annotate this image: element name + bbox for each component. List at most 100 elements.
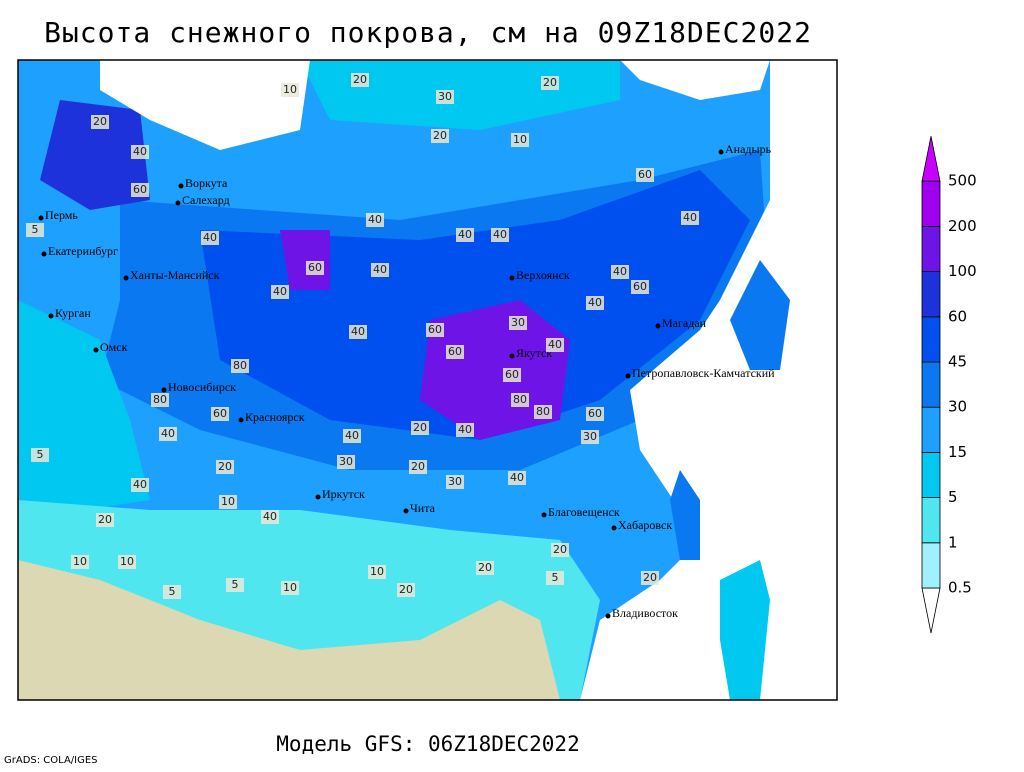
contour-label: 30 — [438, 90, 452, 103]
contour-label-bg — [231, 359, 249, 373]
region — [40, 100, 150, 210]
city-label: Воркута — [185, 176, 228, 190]
map: Воркута Салехард Пермь Екатеринбург Ханты-Ма… — [17, 59, 838, 701]
contour-label-bg — [397, 583, 415, 597]
contour-label: 20 — [399, 583, 413, 596]
contour-label-bg — [211, 407, 229, 421]
contour-label: 10 — [283, 581, 297, 594]
contour-label: 80 — [153, 393, 167, 406]
contour-label: 5 — [169, 585, 176, 598]
contour-label: 40 — [133, 478, 147, 491]
contour-label-bg — [351, 73, 369, 87]
contour-label: 30 — [448, 475, 462, 488]
region — [730, 260, 790, 370]
region — [670, 470, 700, 560]
contour-label: 60 — [633, 280, 647, 293]
city-label: Ханты-Мансийск — [130, 268, 220, 282]
city-label: Омск — [100, 340, 128, 354]
contour-label: 40 — [613, 265, 627, 278]
city-label: Анадырь — [725, 142, 772, 156]
city-label: Красноярск — [245, 410, 305, 424]
contour-label-bg — [511, 133, 529, 147]
contour-label-bg — [219, 495, 237, 509]
contour-label-bg — [371, 263, 389, 277]
city-label: Владивосток — [612, 606, 678, 620]
contour-label-bg — [131, 478, 149, 492]
city-dot — [625, 373, 631, 379]
contour-label: 30 — [583, 430, 597, 443]
city-label: Салехард — [182, 193, 230, 207]
city-label: Екатеринбург — [48, 244, 118, 258]
contour-label: 40 — [683, 211, 697, 224]
city-dot — [41, 251, 47, 257]
legend-label: 500 — [948, 172, 977, 190]
city-label: Чита — [410, 501, 436, 515]
contour-label-bg — [503, 368, 521, 382]
contour-label: 80 — [233, 359, 247, 372]
contour-label: 40 — [345, 429, 359, 442]
contour-label: 40 — [351, 325, 365, 338]
contour-label: 20 — [411, 460, 425, 473]
city-dot — [655, 323, 661, 329]
contour-label-bg — [366, 213, 384, 227]
contour-label: 20 — [433, 129, 447, 142]
city-label: Новосибирск — [168, 380, 236, 394]
legend-band — [921, 542, 941, 589]
contour-label: 60 — [448, 345, 462, 358]
legend-band — [921, 451, 941, 498]
contour-label: 10 — [120, 555, 134, 568]
legend-band — [921, 316, 941, 363]
legend-band — [921, 225, 941, 272]
legend-label: 200 — [948, 217, 977, 235]
contour-label: 40 — [493, 228, 507, 241]
legend-label: 5 — [948, 488, 958, 506]
city-dot — [509, 353, 515, 359]
legend-label: 45 — [948, 353, 967, 371]
city-dot — [48, 313, 54, 319]
contour-label-bg — [271, 285, 289, 299]
legend-triangle — [921, 587, 941, 634]
contour-label: 60 — [213, 407, 227, 420]
city-dot — [178, 183, 184, 189]
ocean — [580, 60, 837, 700]
contour-label-bg — [343, 429, 361, 443]
region — [18, 300, 150, 520]
contour-label: 40 — [588, 296, 602, 309]
contour-label-bg — [261, 510, 279, 524]
contour-label: 40 — [263, 510, 277, 523]
contour-label-bg — [456, 228, 474, 242]
contour-label: 20 — [93, 115, 107, 128]
region — [420, 300, 570, 440]
contour-label: 60 — [428, 323, 442, 336]
city-dot — [611, 525, 617, 531]
city-dot — [123, 275, 129, 281]
contour-label: 40 — [273, 285, 287, 298]
contour-label-bg — [368, 565, 386, 579]
contour-label-bg — [508, 471, 526, 485]
legend-label: 100 — [948, 262, 977, 280]
contour-label: 5 — [552, 571, 559, 584]
title: Высота снежного покрова, см на 09Z18DEC2… — [44, 16, 812, 49]
contour-label: 20 — [553, 543, 567, 556]
contour-label: 10 — [513, 133, 527, 146]
contour-label: 60 — [505, 368, 519, 381]
contour-label: 20 — [98, 513, 112, 526]
contour-label-bg — [534, 405, 552, 419]
contour-label-bg — [96, 513, 114, 527]
contour-label: 80 — [513, 393, 527, 406]
legend-label: 60 — [948, 307, 967, 325]
contour-label: 40 — [458, 423, 472, 436]
contour-label-bg — [226, 578, 244, 592]
city-label: Иркутск — [322, 487, 365, 501]
region — [200, 170, 750, 440]
contour-label-bg — [411, 421, 429, 435]
region — [720, 560, 770, 700]
contour-label-bg — [509, 316, 527, 330]
contour-label: 10 — [370, 565, 384, 578]
contour-label-bg — [201, 231, 219, 245]
contour-label-bg — [436, 90, 454, 104]
contour-label-bg — [91, 115, 109, 129]
city-dot — [403, 508, 409, 514]
